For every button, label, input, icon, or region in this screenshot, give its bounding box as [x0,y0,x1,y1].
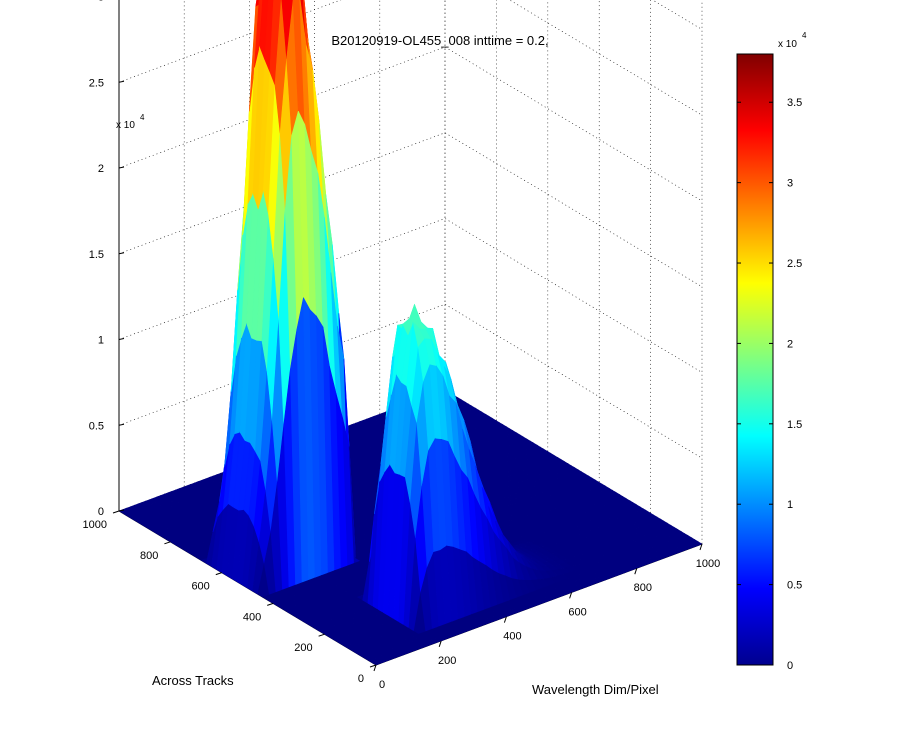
grid-line-x [183,0,442,642]
colorbar-multiplier-label: x 10 [778,39,797,50]
z-tick-label: 1.5 [89,249,104,261]
colorbar-tick-label: 2.5 [787,258,802,270]
colorbar-tick-label: 1.5 [787,419,802,431]
colorbar-multiplier-exponent: 4 [802,31,807,40]
chart-title: B20120919-OL455_008 inttime = 0.2, [331,33,548,48]
y-tick-mark [267,602,274,606]
y-tick-mark [164,541,171,545]
grid-line-z [118,132,703,288]
y-tick-mark [215,572,222,576]
grid-line-z [118,46,703,202]
z-tick-mark [118,252,125,255]
y-tick-label: 200 [294,642,312,654]
x-tick-mark [438,640,442,647]
grid-line-z [118,0,703,116]
grid-line-x [249,0,507,617]
surface-patch [259,0,269,60]
grid-line-z [652,0,703,30]
x-tick-label: 200 [438,655,456,667]
y-tick-mark [369,664,377,668]
x-tick-label: 400 [503,631,521,643]
colorbar: 0 0.5 1 1.5 2 2.5 3 3.5 x 10 4 [736,31,807,672]
z-multiplier-label: x 10 [116,120,135,131]
x-tick-label: 0 [379,679,385,691]
surface-patch [264,0,274,72]
x-tick-label: 1000 [696,558,720,570]
z-tick-label: 2 [98,163,104,175]
y-tick-label: 400 [243,611,261,623]
colorbar-tick-label: 2 [787,338,793,350]
tick-labels: 020040060080010000200400600800100000.511… [83,0,721,691]
z-tick-label: 2.5 [89,77,104,89]
x-tick-mark [634,568,638,575]
colorbar-tick-label: 3 [787,178,793,190]
surface-patch [254,0,263,68]
z-multiplier: x 10 4 [116,113,145,131]
z-tick-mark [118,80,125,83]
colorbar-ticks: 0 0.5 1 1.5 2 2.5 3 3.5 [737,97,802,672]
z-multiplier-exponent: 4 [140,113,145,122]
x-tick-label: 800 [634,582,652,594]
colorbar-tick-label: 3.5 [787,97,802,109]
colorbar-tick-label: 0 [787,660,793,672]
y-tick-mark [318,633,325,637]
x-axis-label: Wavelength Dim/Pixel [532,682,659,697]
y-tick-mark [112,510,120,514]
colorbar-gradient [736,53,774,666]
z-tick-label: 1 [98,335,104,347]
z-tick-label: 3 [98,0,104,4]
x-tick-mark [373,664,377,672]
z-tick-label: 0 [98,506,104,518]
y-tick-label: 800 [140,550,158,562]
colorbar-tick-label: 1 [787,499,793,511]
x-tick-mark [569,592,573,599]
x-tick-label: 600 [568,606,586,618]
y-tick-label: 600 [191,581,209,593]
surface-plot [118,0,703,666]
z-tick-mark [118,509,125,512]
y-tick-label: 0 [358,673,364,685]
z-tick-mark [118,166,125,169]
x-tick-mark [699,543,703,551]
y-axis-label: Across Tracks [152,673,234,688]
x-tick-mark [503,616,507,623]
y-tick-label: 1000 [83,519,107,531]
z-tick-mark [118,423,125,426]
surface-patch [689,540,703,547]
z-tick-label: 0.5 [89,420,104,432]
z-tick-mark [118,338,125,340]
colorbar-tick-label: 0.5 [787,580,802,592]
